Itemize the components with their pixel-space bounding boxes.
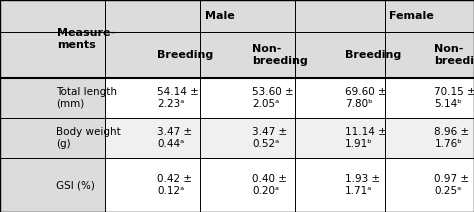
Text: 0.42 ±
0.12ᵃ: 0.42 ± 0.12ᵃ [157,174,192,196]
Text: Female: Female [390,11,434,21]
Bar [385,78,474,118]
Bar [105,0,295,32]
Text: 53.60 ±
2.05ᵃ: 53.60 ± 2.05ᵃ [253,87,294,109]
Text: GSI (%): GSI (%) [56,180,95,190]
Bar [385,32,474,78]
Bar [295,158,385,212]
Bar [105,32,200,78]
Text: Male: Male [205,11,235,21]
Text: 8.96 ±
1.76ᵇ: 8.96 ± 1.76ᵇ [435,127,470,149]
Bar [0,0,105,32]
Bar [200,158,295,212]
Bar [295,78,385,118]
Bar [0,78,105,118]
Bar [295,0,474,32]
Bar [295,32,385,78]
Bar [0,32,105,78]
Text: 0.97 ±
0.25ᵃ: 0.97 ± 0.25ᵃ [435,174,470,196]
Text: 3.47 ±
0.52ᵃ: 3.47 ± 0.52ᵃ [253,127,288,149]
Text: Non-
breeding: Non- breeding [435,44,474,66]
Bar [385,158,474,212]
Text: 11.14 ±
1.91ᵇ: 11.14 ± 1.91ᵇ [345,127,387,149]
Bar [200,32,295,78]
Bar [0,118,105,158]
Text: 1.93 ±
1.71ᵃ: 1.93 ± 1.71ᵃ [345,174,380,196]
Text: Body weight
(g): Body weight (g) [56,127,121,149]
Bar [385,118,474,158]
Bar [295,118,385,158]
Bar [200,78,295,118]
Text: Measure-
ments: Measure- ments [57,28,116,50]
Bar [200,118,295,158]
Text: Breeding: Breeding [157,50,214,60]
Text: Breeding: Breeding [345,50,401,60]
Text: 70.15 ±
5.14ᵇ: 70.15 ± 5.14ᵇ [435,87,474,109]
Text: Non-
breeding: Non- breeding [253,44,308,66]
Text: 0.40 ±
0.20ᵃ: 0.40 ± 0.20ᵃ [253,174,287,196]
Bar [105,158,200,212]
Bar [105,118,200,158]
Text: 69.60 ±
7.80ᵇ: 69.60 ± 7.80ᵇ [345,87,387,109]
Text: Total length
(mm): Total length (mm) [56,87,118,109]
Text: 3.47 ±
0.44ᵃ: 3.47 ± 0.44ᵃ [157,127,192,149]
Bar [105,78,200,118]
Text: 54.14 ±
2.23ᵃ: 54.14 ± 2.23ᵃ [157,87,199,109]
Bar [0,158,105,212]
